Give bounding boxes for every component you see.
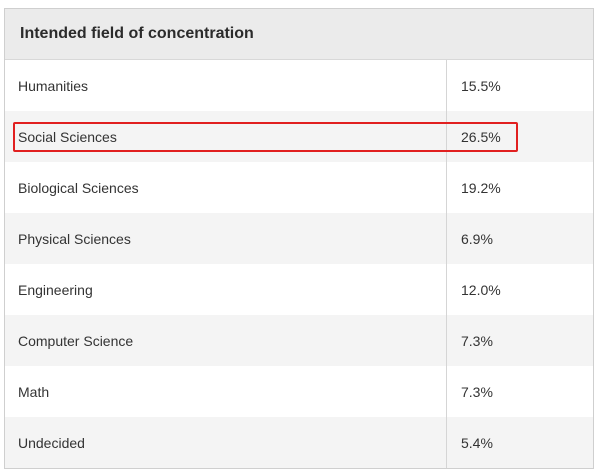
percent-cell: 7.3% — [461, 332, 493, 349]
table-row-computer-science: Computer Science 7.3% — [5, 315, 593, 366]
percent-cell: 5.4% — [461, 434, 493, 451]
field-cell: Engineering — [5, 264, 447, 315]
field-cell: Undecided — [5, 417, 447, 468]
percent-cell: 19.2% — [461, 179, 501, 196]
concentration-table: Intended field of concentration Humaniti… — [4, 8, 594, 469]
table-row-social-sciences: Social Sciences 26.5% — [5, 111, 593, 162]
table-row-math: Math 7.3% — [5, 366, 593, 417]
table-header: Intended field of concentration — [5, 9, 593, 60]
table-row-biological-sciences: Biological Sciences 19.2% — [5, 162, 593, 213]
percent-cell: 12.0% — [461, 281, 501, 298]
field-cell: Physical Sciences — [5, 213, 447, 264]
table-row-physical-sciences: Physical Sciences 6.9% — [5, 213, 593, 264]
field-cell: Math — [5, 366, 447, 417]
field-cell: Social Sciences — [5, 111, 447, 162]
percent-cell: 15.5% — [461, 77, 501, 94]
field-cell: Computer Science — [5, 315, 447, 366]
percent-cell: 6.9% — [461, 230, 493, 247]
table-row-engineering: Engineering 12.0% — [5, 264, 593, 315]
table-row-humanities: Humanities 15.5% — [5, 60, 593, 111]
field-cell: Humanities — [5, 60, 447, 111]
percent-cell: 7.3% — [461, 383, 493, 400]
percent-cell: 26.5% — [461, 128, 501, 145]
table-row-undecided: Undecided 5.4% — [5, 417, 593, 468]
field-cell: Biological Sciences — [5, 162, 447, 213]
